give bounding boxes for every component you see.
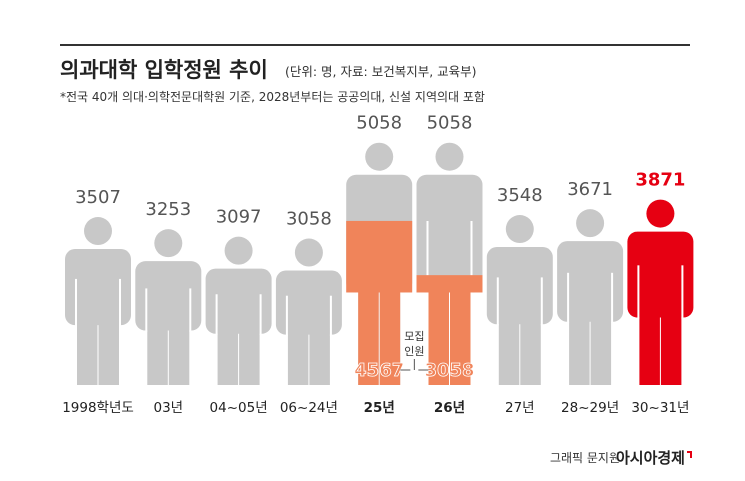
x-tick-label: 03년 [153,400,183,416]
figure-leg [309,327,330,385]
recruit-bracket [400,359,429,371]
recruit-fill [346,220,413,385]
figure-head [224,236,253,265]
x-tick-label: 27년 [505,400,535,416]
value-label: 3671 [567,179,613,200]
value-label: 3507 [75,187,121,208]
chart-title: 의과대학 입학정원 추이 [60,58,268,82]
x-tick-label: 30~31년 [631,400,689,416]
figure-head [365,142,394,171]
brand-mark [687,451,692,458]
value-label: 3058 [286,209,332,230]
credit: 그래픽 문지원 [550,451,620,465]
figure-body [486,247,553,325]
recruit-body [416,275,483,293]
recruit-leg [450,279,471,385]
figure [275,238,342,385]
figure-leg [569,313,590,385]
recruit-fill [416,275,483,385]
figure-body [65,249,131,326]
value-label: 3097 [216,207,262,228]
recruit-title: 모집 [404,330,424,343]
figure-head [294,238,323,267]
x-tick-label: 25년 [364,400,395,416]
figure-leg [217,326,239,385]
figure-leg [287,327,309,385]
chart-subtitle: (단위: 명, 자료: 보건복지부, 교육부) [285,64,477,79]
figure [205,236,272,385]
figure-leg [660,308,682,385]
figure-body [275,270,342,335]
figure-head [435,142,464,171]
figure-leg [520,316,541,385]
recruit-label: 4567 [354,360,404,381]
value-label: 3871 [635,170,685,191]
figure-head [646,199,675,228]
value-label: 5058 [356,113,402,134]
figure [65,217,131,385]
value-label: 3548 [497,185,543,206]
x-tick-label: 06~24년 [280,400,338,416]
value-label: 3253 [145,199,191,220]
figure-head [576,209,605,238]
recruit-leg [379,279,401,385]
figure [627,199,694,385]
figure-leg [239,326,260,385]
recruit-title: 인원 [404,345,424,358]
x-tick-label: 04~05년 [210,400,268,416]
figure-body [205,268,272,334]
figure-body [627,231,694,318]
recruit-leg [358,279,379,385]
figure-leg [590,313,612,385]
figure-leg [639,308,660,385]
figure-leg [98,317,119,385]
figure [135,229,202,385]
figure-leg [168,323,190,385]
x-tick-label: 26년 [434,400,465,416]
x-tick-label: 1998학년도 [62,400,134,416]
value-label: 5058 [427,113,473,134]
figure-leg [498,316,520,385]
figure-body [557,241,624,322]
figure [416,142,483,385]
figure [486,215,553,385]
figure-leg [147,323,168,385]
x-tick-label: 28~29년 [561,400,619,416]
recruit-leg [428,279,449,385]
figure-head [84,217,112,246]
figure [557,209,624,385]
brand: 아시아경제 [616,449,685,467]
figure-head [154,229,183,258]
figure-body [135,261,202,331]
figure-head [505,215,534,244]
recruit-label: 3058 [424,360,474,381]
recruit-body [346,220,413,293]
chart-note: *전국 40개 의대·의학전문대학원 기준, 2028년부터는 공공의대, 신설… [60,90,485,104]
figure-body [416,174,483,293]
figure-leg [77,317,98,385]
